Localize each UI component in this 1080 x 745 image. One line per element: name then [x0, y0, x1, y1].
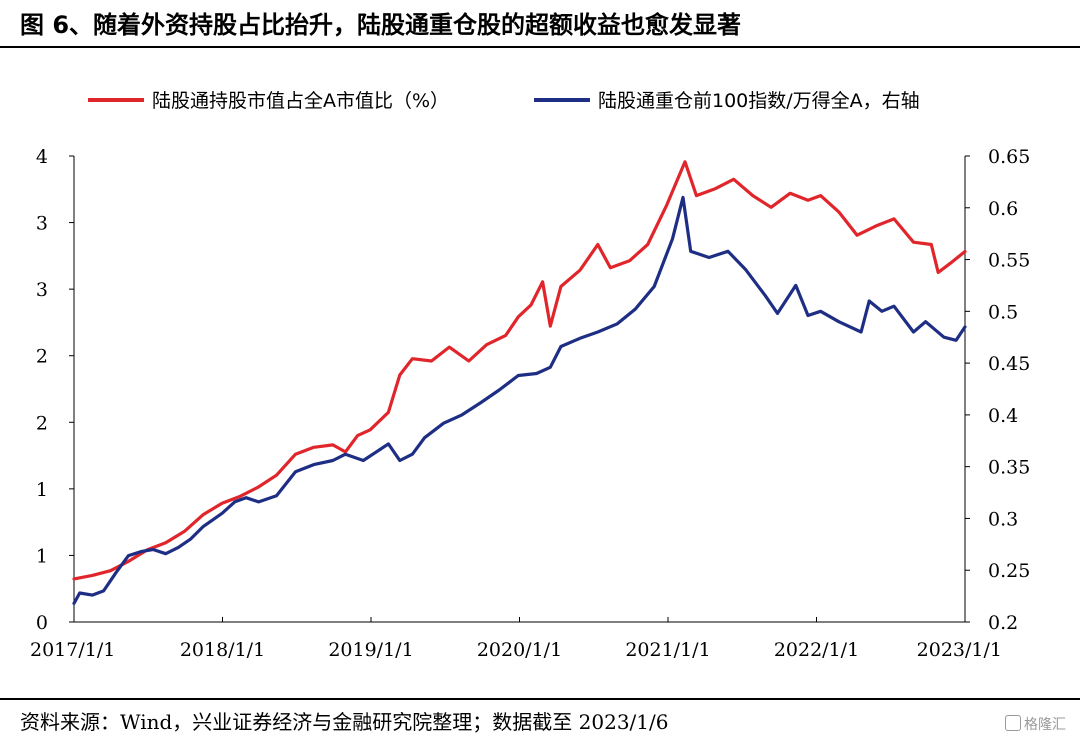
- left-tick-label: 3: [36, 213, 48, 235]
- line-chart: 陆股通持股市值占全A市值比（%） 陆股通重仓前100指数/万得全A，右轴 0 1 1 2…: [30, 90, 1030, 661]
- right-tick-label: 0.25: [988, 560, 1030, 582]
- header: 图 6、随着外资持股占比抬升，陆股通重仓股的超额收益也愈发显著: [0, 0, 1080, 48]
- source-note: 资料来源：Wind，兴业证券经济与金融研究院整理；数据截至 2023/1/6: [20, 710, 669, 734]
- x-tick-label: 2018/1/1: [180, 639, 265, 661]
- series-line-2: [72, 195, 967, 605]
- right-tick-label: 0.5: [988, 301, 1018, 323]
- watermark: 格隆汇: [1005, 714, 1066, 734]
- right-tick-label: 0.3: [988, 508, 1018, 530]
- left-tick-label: 1: [36, 479, 48, 501]
- right-tick-label: 0.55: [988, 250, 1030, 272]
- x-tick-label: 2020/1/1: [477, 639, 562, 661]
- x-tick-label: 2021/1/1: [625, 639, 710, 661]
- legend-label-2: 陆股通重仓前100指数/万得全A，右轴: [598, 90, 920, 112]
- left-tick-label: 1: [36, 545, 48, 567]
- left-tick-label: 0: [36, 612, 48, 634]
- x-tick-label: 2019/1/1: [328, 639, 413, 661]
- right-tick-label: 0.65: [988, 146, 1030, 168]
- right-tick-label: 0.35: [988, 457, 1030, 479]
- left-tick-label: 2: [36, 346, 48, 368]
- right-tick-label: 0.2: [988, 612, 1018, 634]
- x-tick-label: 2017/1/1: [30, 639, 115, 661]
- left-tick-label: 3: [36, 279, 48, 301]
- legend-label-1: 陆股通持股市值占全A市值比（%）: [152, 90, 449, 112]
- x-tick-label: 2023/1/1: [917, 639, 1002, 661]
- watermark-text: 格隆汇: [1024, 717, 1066, 733]
- left-tick-label: 4: [36, 146, 48, 168]
- right-tick-label: 0.4: [988, 405, 1018, 427]
- left-tick-label: 2: [36, 412, 48, 434]
- axes: 0 1 1 2 2 3 3 4 0.2 0.25 0.3 0.35 0.4 0.45 0.5 0.55 0.6 0…: [30, 146, 1030, 661]
- series-line-1: [72, 160, 967, 581]
- series-group: [72, 160, 967, 605]
- watermark-logo-icon: [1005, 715, 1021, 731]
- top-rule: [0, 46, 1080, 48]
- right-tick-label: 0.45: [988, 353, 1030, 375]
- legend: 陆股通持股市值占全A市值比（%） 陆股通重仓前100指数/万得全A，右轴: [88, 90, 920, 112]
- bottom-rule: [0, 698, 1080, 700]
- figure-title: 图 6、随着外资持股占比抬升，陆股通重仓股的超额收益也愈发显著: [20, 11, 742, 39]
- x-tick-label: 2022/1/1: [774, 639, 859, 661]
- right-tick-label: 0.6: [988, 198, 1018, 220]
